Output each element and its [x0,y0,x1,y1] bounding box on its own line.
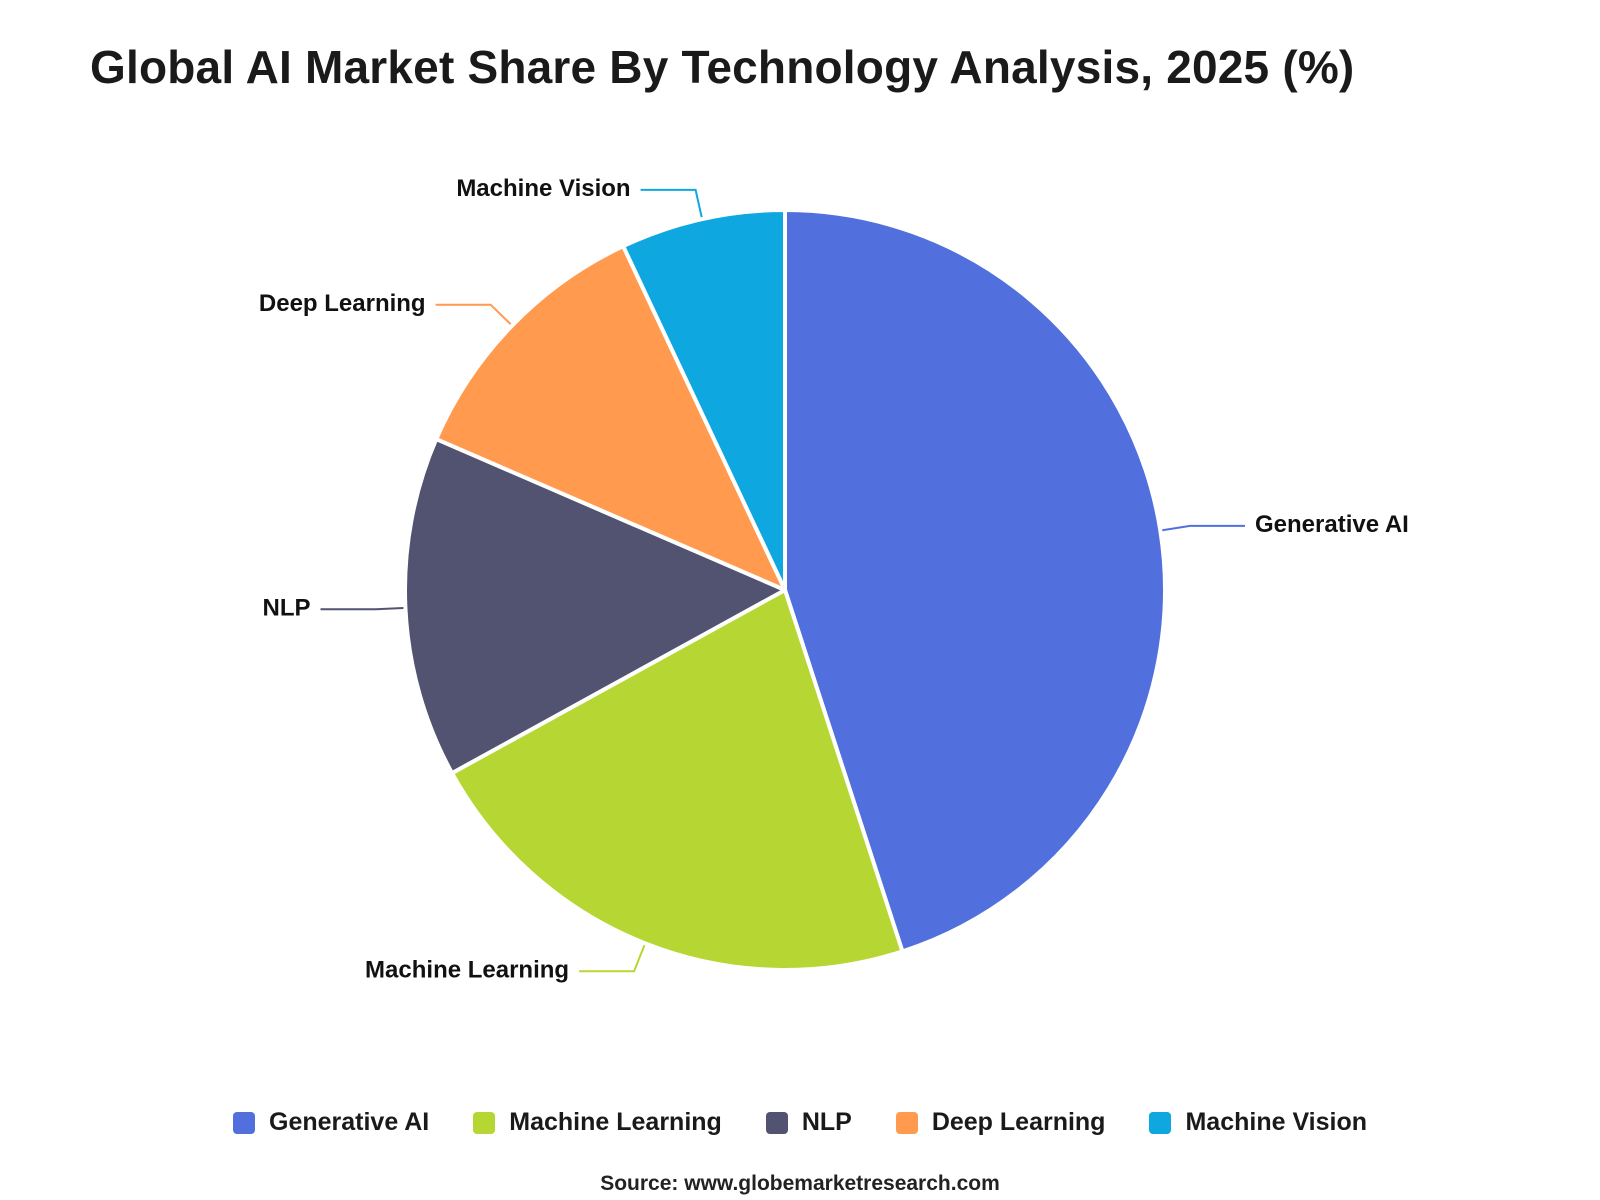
pie-slice-generative-ai[interactable] [783,208,1167,954]
legend-item-machine-vision[interactable]: Machine Vision [1149,1108,1367,1137]
leader-line-deep-learning [435,303,512,325]
slice-label-deep-learning: Deep Learning [259,290,426,317]
leader-line-machine-learning [579,944,646,973]
legend-label-machine-learning: Machine Learning [509,1108,722,1136]
legend-item-deep-learning[interactable]: Deep Learning [895,1108,1106,1137]
legend-item-nlp[interactable]: NLP [765,1108,852,1137]
legend-swatch-machine-vision [1149,1111,1172,1134]
legend-label-deep-learning: Deep Learning [931,1108,1106,1136]
pie-slice-deep-learning[interactable] [434,244,787,592]
legend-label-nlp: NLP [801,1108,852,1136]
slice-label-nlp: NLP [263,595,311,622]
source-note: Source: www.globemarketresearch.com [600,1172,1000,1195]
slice-label-machine-vision: Machine Vision [456,175,630,202]
leader-line-nlp [320,607,404,611]
slice-label-machine-learning: Machine Learning [365,957,569,984]
legend-swatch-machine-learning [473,1111,496,1134]
legend-item-machine-learning[interactable]: Machine Learning [473,1108,722,1137]
legend-swatch-generative-ai [233,1111,255,1134]
legend-item-generative-ai[interactable]: Generative AI [233,1108,429,1137]
legend-label-generative-ai: Generative AI [269,1108,430,1136]
leader-line-machine-vision [640,188,703,218]
chart-title: Global AI Market Share By Technology Ana… [90,41,1355,93]
legend-label-machine-vision: Machine Vision [1185,1108,1367,1136]
pie-slice-nlp[interactable] [403,437,787,776]
pie-slice-machine-vision[interactable] [621,208,787,592]
pie-slice-machine-learning[interactable] [450,588,905,972]
slice-label-generative-ai: Generative AI [1255,511,1409,538]
chart-legend: Generative AI Machine Learning NLP Deep Lea… [0,1108,1600,1137]
pie-chart: Generative AI Machine Learning NLP Deep Lea… [259,175,1409,984]
legend-swatch-nlp [765,1111,788,1134]
legend-swatch-deep-learning [895,1111,918,1134]
leader-line-generative-ai [1162,524,1245,532]
